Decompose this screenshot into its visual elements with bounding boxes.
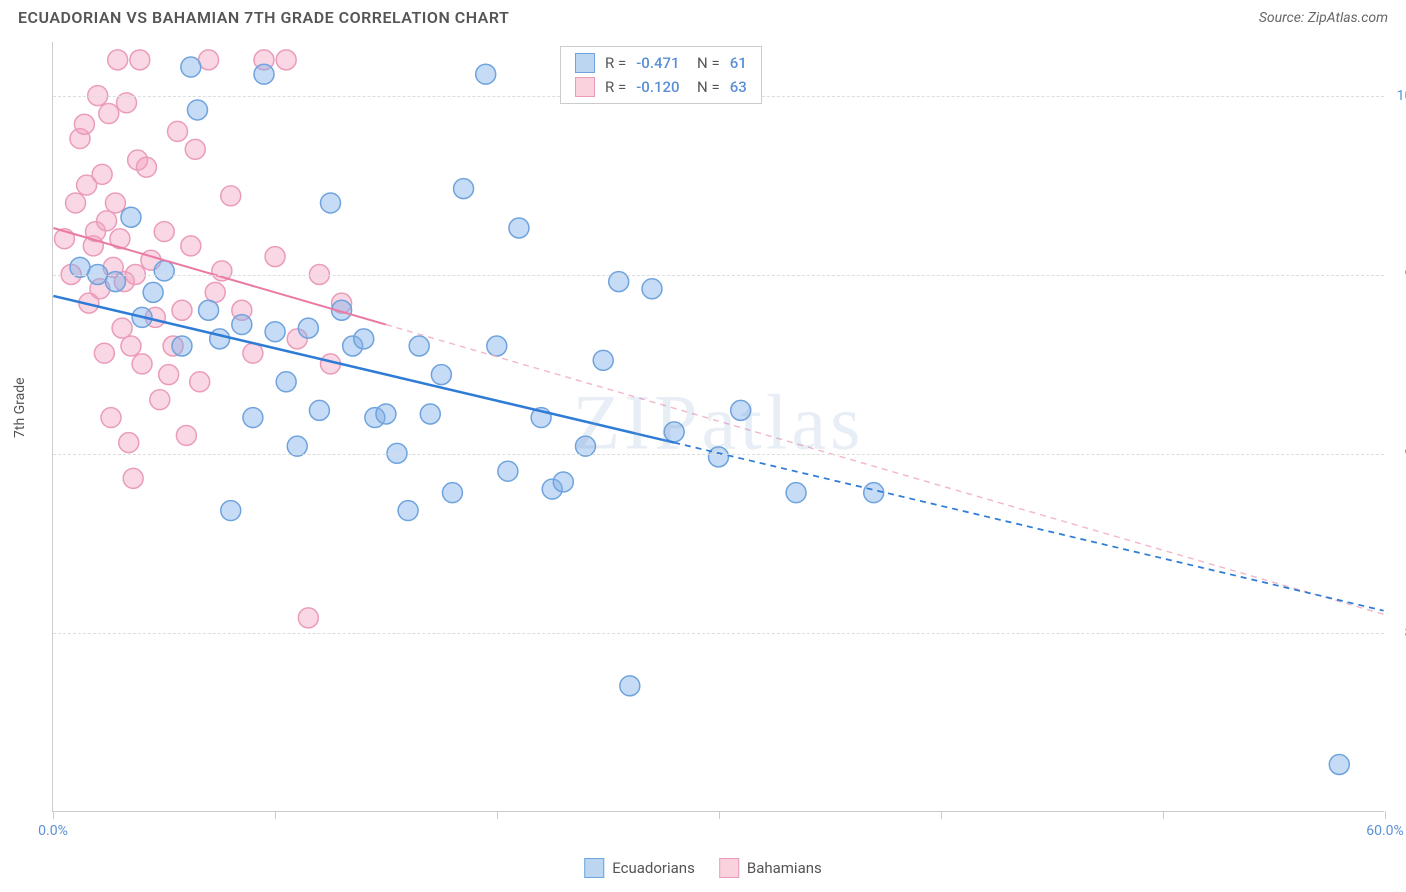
- x-tick-label: 0.0%: [38, 823, 68, 839]
- legend-label-ecuadorians: Ecuadorians: [612, 859, 695, 877]
- x-tick: [1385, 811, 1386, 819]
- chart-title: ECUADORIAN VS BAHAMIAN 7TH GRADE CORRELA…: [18, 8, 509, 27]
- y-tick-label: 95.0%: [1392, 267, 1406, 283]
- y-tick-label: 85.0%: [1392, 625, 1406, 641]
- legend-label-bahamians: Bahamians: [747, 859, 822, 877]
- stat-label-n: N =: [690, 54, 720, 72]
- x-tick: [719, 811, 720, 819]
- stats-row-bahamians: R = -0.120 N = 63: [575, 75, 747, 99]
- stat-label-r: R =: [605, 78, 626, 96]
- y-tick-label: 90.0%: [1392, 446, 1406, 462]
- x-tick: [497, 811, 498, 819]
- y-axis-label: 7th Grade: [12, 377, 28, 438]
- x-tick: [53, 811, 54, 819]
- gridline: [53, 454, 1384, 455]
- x-tick: [1163, 811, 1164, 819]
- y-tick-label: 100.0%: [1392, 88, 1406, 104]
- gridline: [53, 275, 1384, 276]
- stat-n-bahamians: 63: [730, 78, 747, 96]
- stat-r-bahamians: -0.120: [636, 78, 679, 96]
- source-attribution: Source: ZipAtlas.com: [1259, 10, 1388, 26]
- bottom-legend: Ecuadorians Bahamians: [584, 858, 822, 878]
- x-tick: [275, 811, 276, 819]
- scatter-plot-svg: [53, 42, 1384, 811]
- legend-swatch-ecuadorians: [584, 858, 604, 878]
- legend-item-bahamians: Bahamians: [719, 858, 822, 878]
- legend-item-ecuadorians: Ecuadorians: [584, 858, 695, 878]
- stats-row-ecuadorians: R = -0.471 N = 61: [575, 51, 747, 75]
- gridline: [53, 633, 1384, 634]
- stat-r-ecuadorians: -0.471: [636, 54, 679, 72]
- x-tick: [941, 811, 942, 819]
- x-tick-label: 60.0%: [1366, 823, 1404, 839]
- legend-swatch-bahamians: [719, 858, 739, 878]
- correlation-stats-box: R = -0.471 N = 61 R = -0.120 N = 63: [560, 46, 762, 104]
- stat-label-n: N =: [690, 78, 720, 96]
- chart-plot-area: ZIPatlas 85.0%90.0%95.0%100.0%0.0%60.0%: [52, 42, 1384, 812]
- swatch-bahamians: [575, 77, 595, 97]
- stat-label-r: R =: [605, 54, 626, 72]
- stat-n-ecuadorians: 61: [730, 54, 747, 72]
- swatch-ecuadorians: [575, 53, 595, 73]
